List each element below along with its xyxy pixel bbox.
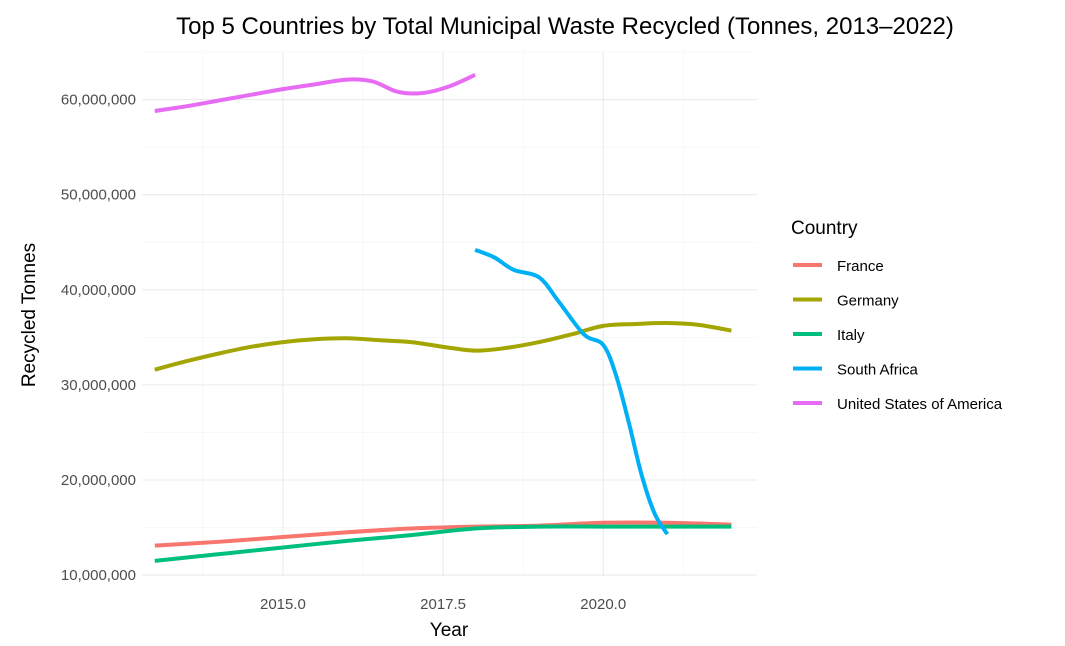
x-tick-label: 2017.5 — [420, 596, 466, 613]
x-tick-label: 2015.0 — [260, 596, 306, 613]
series-line-united-states-of-america — [154, 73, 476, 113]
legend-title: Country — [791, 218, 858, 239]
legend-label-germany: Germany — [837, 293, 899, 310]
legend-label-italy: Italy — [837, 327, 865, 344]
legend-item-united-states-of-america: United States of America — [793, 396, 1003, 413]
legend-item-italy: Italy — [793, 327, 865, 344]
y-tick-label: 40,000,000 — [61, 282, 136, 299]
chart-title: Top 5 Countries by Total Municipal Waste… — [176, 13, 954, 40]
series-layer — [154, 73, 732, 563]
y-tick-label: 50,000,000 — [61, 187, 136, 204]
y-tick-label: 20,000,000 — [61, 472, 136, 489]
legend-item-germany: Germany — [793, 293, 899, 310]
series-line-france — [154, 520, 732, 548]
grid-major — [142, 52, 757, 577]
legend: Country France Germany Italy South Africa Un… — [791, 218, 1003, 413]
x-axis-ticks: 2015.0 2017.5 2020.0 — [260, 596, 626, 613]
legend-label-united-states-of-america: United States of America — [837, 396, 1003, 413]
legend-label-france: France — [837, 258, 884, 275]
legend-label-south-africa: South Africa — [837, 362, 919, 379]
legend-item-south-africa: South Africa — [793, 362, 919, 379]
y-tick-label: 30,000,000 — [61, 377, 136, 394]
x-tick-label: 2020.0 — [580, 596, 626, 613]
grid-minor — [142, 51, 757, 577]
x-axis-title: Year — [430, 620, 469, 641]
series-line-italy — [154, 524, 732, 563]
y-tick-label: 10,000,000 — [61, 567, 136, 584]
y-axis-ticks: 10,000,000 20,000,000 30,000,000 40,000,000… — [61, 92, 136, 585]
y-axis-title: Recycled Tonnes — [19, 243, 40, 387]
series-line-germany — [154, 321, 732, 372]
legend-item-france: France — [793, 258, 884, 275]
y-tick-label: 60,000,000 — [61, 92, 136, 109]
series-line-south-africa — [474, 247, 670, 536]
